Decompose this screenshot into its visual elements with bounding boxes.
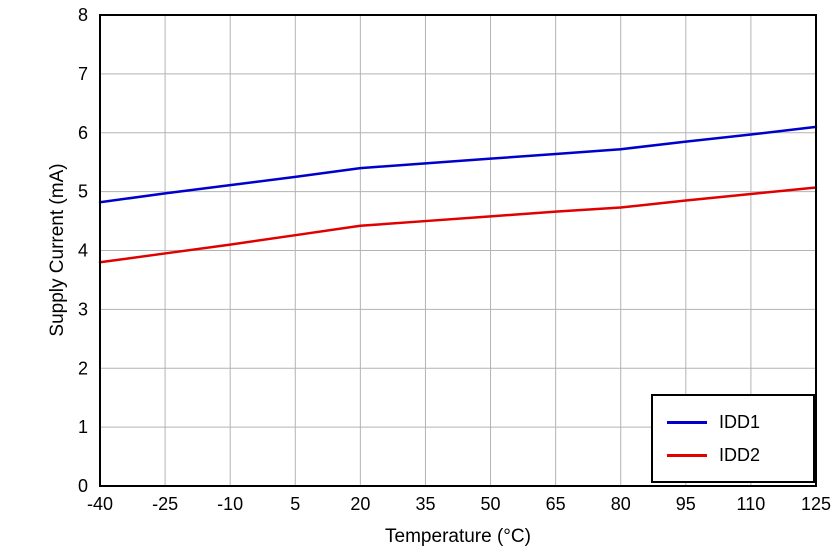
y-axis-label: Supply Current (mA) — [47, 163, 68, 337]
y-tick-label: 6 — [78, 123, 88, 143]
x-tick-label: 20 — [350, 494, 370, 514]
x-tick-label: 5 — [290, 494, 300, 514]
x-tick-label: 80 — [611, 494, 631, 514]
x-tick-label: 35 — [415, 494, 435, 514]
x-tick-label: -40 — [87, 494, 113, 514]
y-tick-label: 5 — [78, 182, 88, 202]
x-tick-label: 95 — [676, 494, 696, 514]
series-line-idd1 — [98, 125, 818, 204]
y-tick-label: 8 — [78, 5, 88, 25]
y-tick-label: 4 — [78, 241, 88, 261]
series-line-idd2 — [98, 186, 818, 264]
x-tick-label: -10 — [217, 494, 243, 514]
idd2-line-swatch — [667, 453, 707, 457]
x-tick-label: 50 — [481, 494, 501, 514]
x-tick-label: -25 — [152, 494, 178, 514]
y-tick-label: 1 — [78, 417, 88, 437]
y-tick-label: 3 — [78, 299, 88, 319]
y-tick-label: 7 — [78, 64, 88, 84]
legend-item-idd2: IDD2 — [667, 445, 813, 466]
plot-border — [99, 14, 817, 487]
y-tick-label: 2 — [78, 358, 88, 378]
idd1-line-swatch — [667, 420, 707, 424]
legend-label-idd1: IDD1 — [719, 411, 761, 432]
x-tick-label: 65 — [546, 494, 566, 514]
y-tick-label: 0 — [78, 476, 88, 496]
legend-label-idd2: IDD2 — [719, 444, 761, 465]
x-axis-label: Temperature (°C) — [385, 526, 531, 547]
legend-item-idd1: IDD1 — [667, 412, 813, 433]
legend: IDD1 IDD2 — [651, 394, 815, 483]
x-tick-label: 125 — [801, 494, 831, 514]
x-tick-label: 110 — [737, 494, 766, 514]
